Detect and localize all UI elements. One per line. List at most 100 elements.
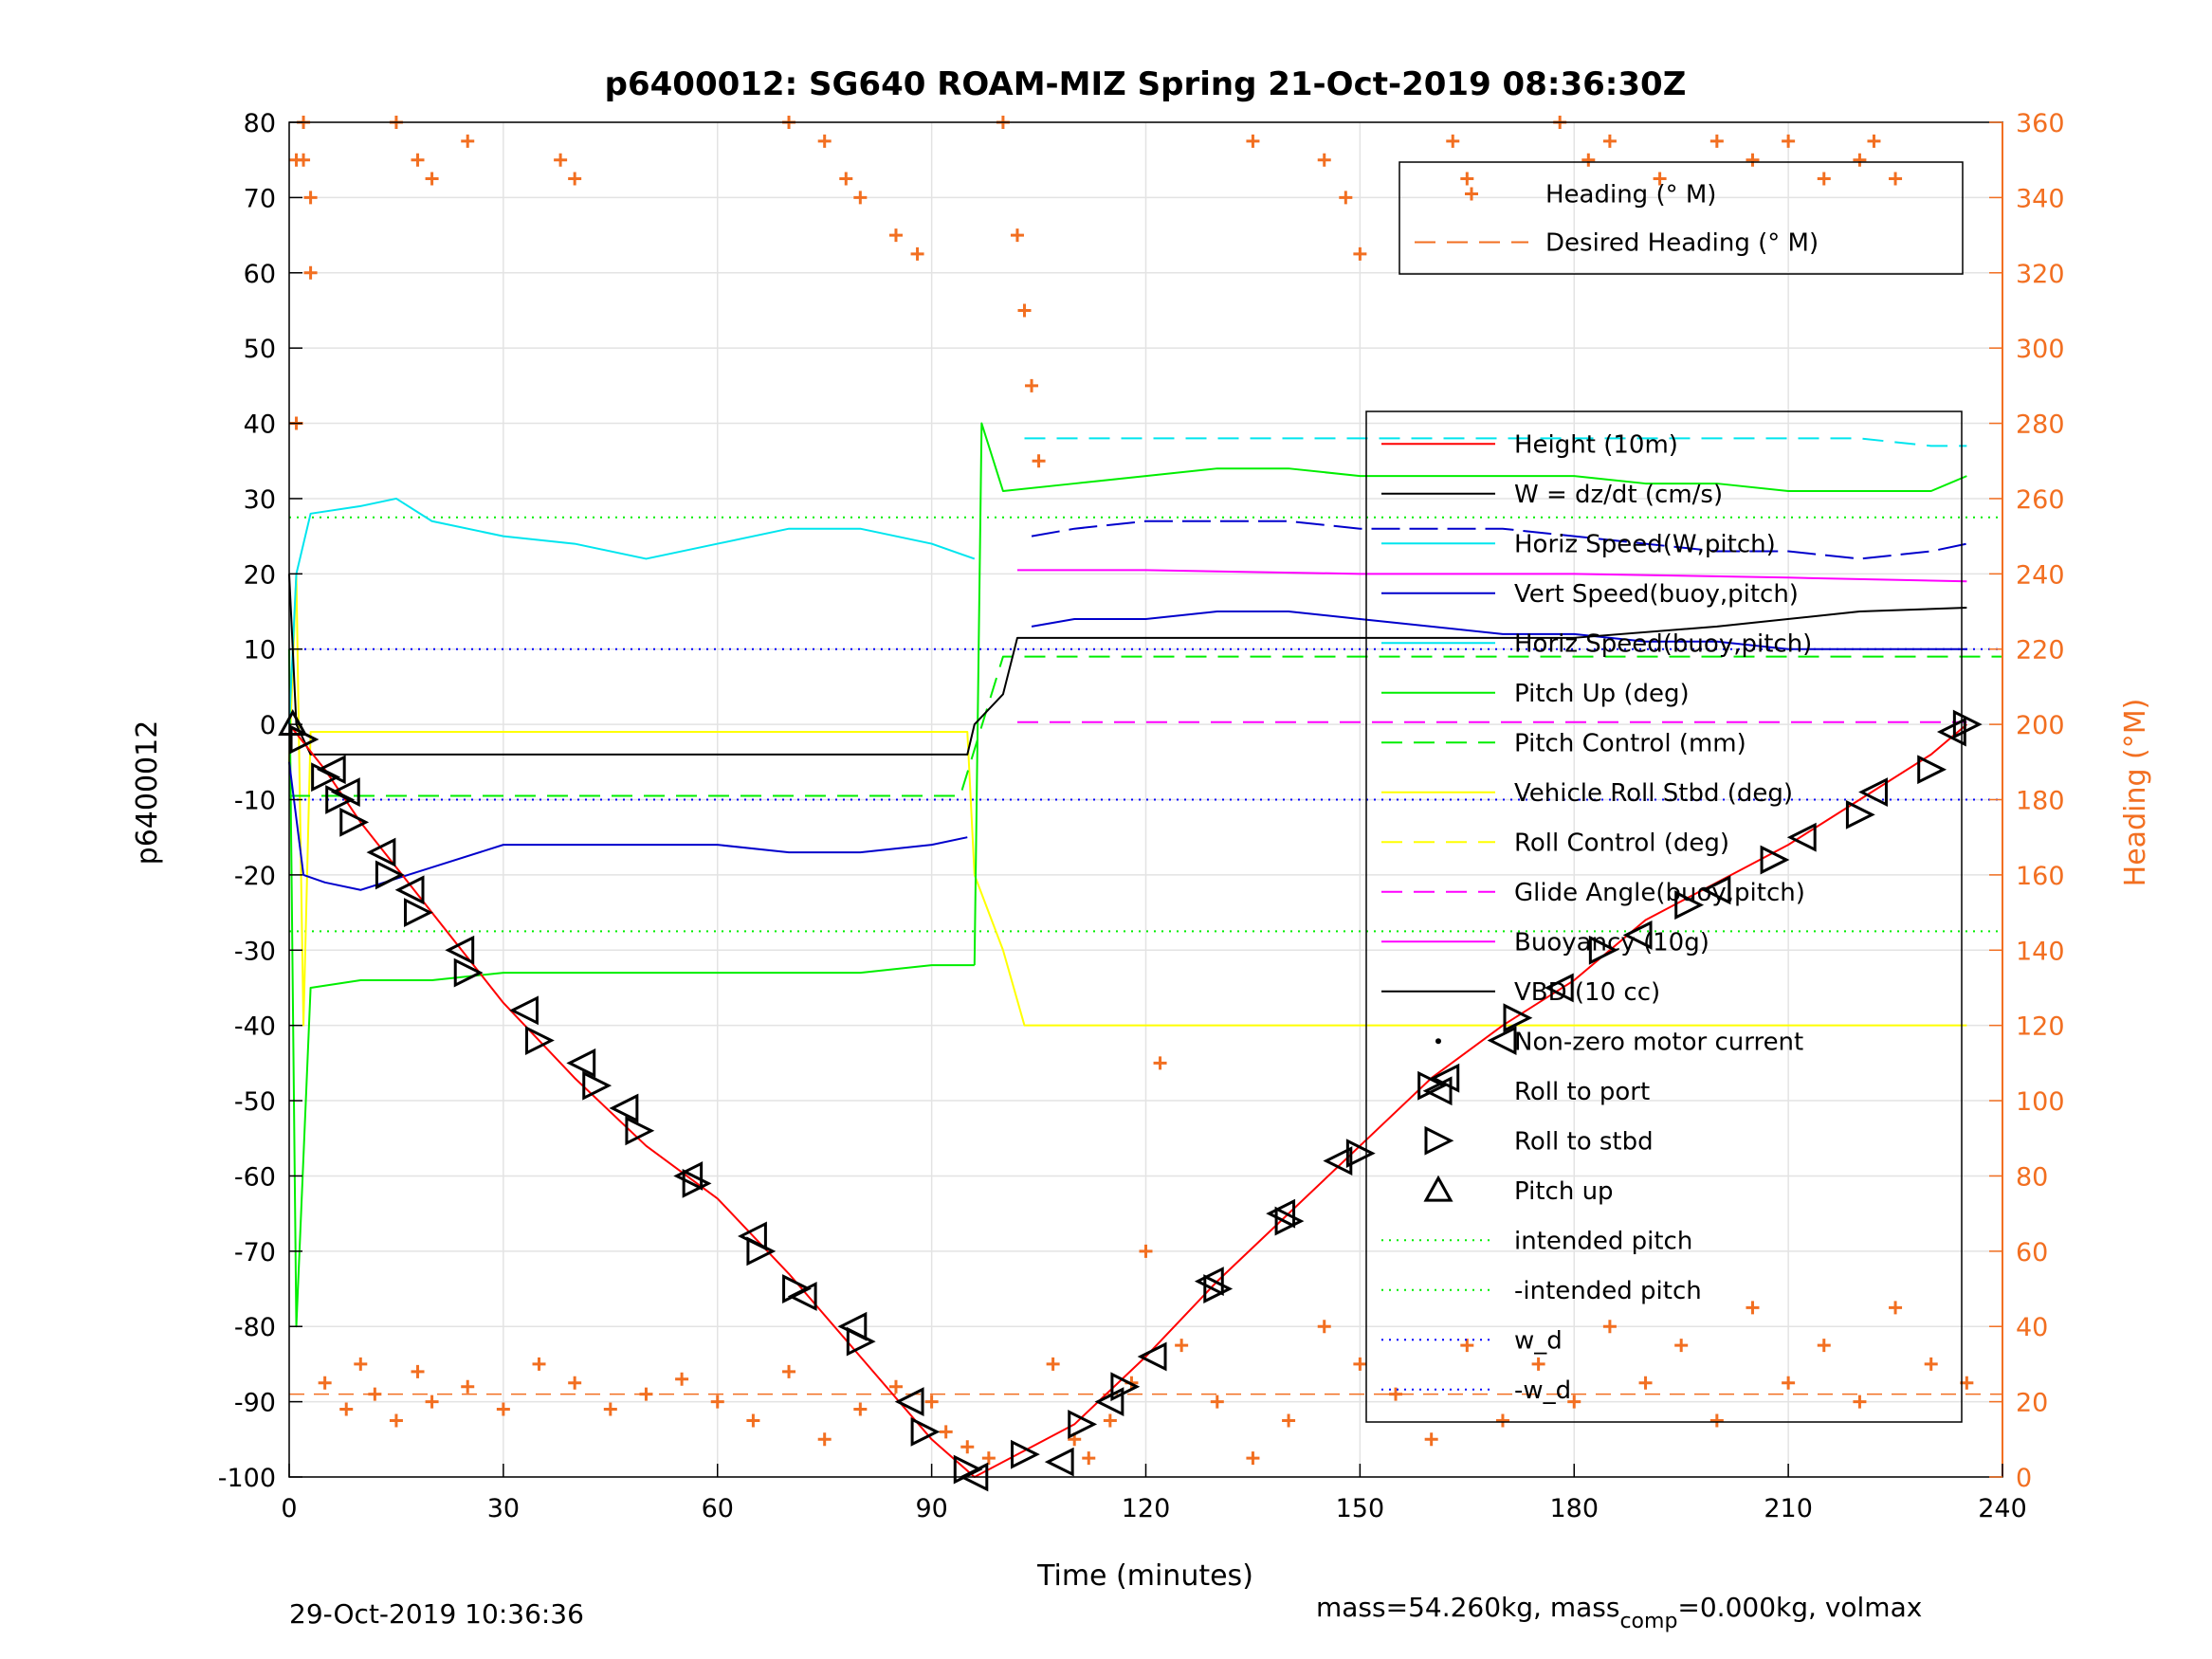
vert-speed-buoy-series	[288, 761, 968, 891]
heading-point	[461, 1379, 475, 1394]
legend-label: Desired Heading (° M)	[1545, 229, 1819, 258]
roll-to-stbd-marker	[1011, 1439, 1040, 1469]
horiz-speed-w-series	[288, 497, 976, 725]
roll-to-stbd-marker	[525, 1026, 555, 1055]
roll-to-port-marker	[1936, 717, 1966, 747]
heading-point	[1817, 1339, 1831, 1353]
heading-point	[425, 172, 439, 186]
pitch-up-marker	[278, 709, 308, 737]
heading-point	[1889, 1301, 1903, 1315]
roll-to-port-marker	[394, 875, 425, 905]
y-right-tick-label: 60	[2016, 1238, 2048, 1267]
roll-to-stbd-marker	[1674, 890, 1705, 921]
legend-label: Roll to stbd	[1514, 1127, 1654, 1156]
y-axis-label-left: p6400012	[131, 720, 164, 866]
roll-to-stbd-marker	[1110, 1372, 1141, 1402]
roll-to-port-marker	[1487, 1026, 1517, 1055]
roll-to-port-marker	[787, 1282, 817, 1311]
heading-point	[1139, 1244, 1153, 1258]
heading-point	[411, 1364, 425, 1378]
roll-to-stbd-marker	[1068, 1410, 1098, 1439]
legend-box	[1398, 161, 1964, 275]
roll-to-stbd-marker	[1203, 1274, 1234, 1304]
y-left-tick-label: -60	[234, 1162, 276, 1192]
y-left-tick-label: 60	[244, 260, 276, 289]
roll-to-port-marker	[738, 1221, 767, 1251]
roll-to-port-marker	[1323, 1146, 1353, 1176]
y-right-tick-label: 360	[2016, 109, 2065, 138]
footer-mass-part2: =0.000kg, volmax	[1677, 1592, 1922, 1623]
axes: 0 30 60 90 120 150 180 210 24080706050403020100-…	[218, 109, 2065, 1523]
roll-to-port-marker	[445, 935, 475, 965]
y-left-tick-label: 30	[244, 485, 276, 515]
heading-point	[1581, 153, 1596, 167]
y-left-tick-label: 70	[244, 184, 276, 213]
heading-point	[532, 1357, 546, 1371]
y-right-tick-label: 220	[2016, 636, 2065, 665]
legend-label: VBD (10 cc)	[1514, 978, 1660, 1007]
x-axis-label: Time (minutes)	[1036, 1559, 1253, 1593]
roll-to-port-marker	[1858, 777, 1888, 807]
y-right-tick-label: 340	[2016, 184, 2065, 213]
horiz-speed-w-ascent-series	[1024, 437, 1967, 447]
heading-point	[960, 1440, 975, 1454]
roll-to-port-marker	[330, 777, 360, 807]
heading-point	[1531, 1357, 1545, 1371]
legend-label: Roll to port	[1514, 1078, 1650, 1106]
y-left-tick-label: 0	[260, 711, 276, 740]
heading-point	[924, 1395, 939, 1409]
roll-to-stbd-marker	[582, 1070, 612, 1101]
roll-to-port-marker	[1430, 1063, 1460, 1093]
y-right-tick-label: 20	[2016, 1389, 2048, 1418]
y-right-tick-label: 300	[2016, 335, 2065, 364]
y-right-tick-label: 100	[2016, 1087, 2065, 1117]
heading-point	[710, 1395, 724, 1409]
y-left-tick-label: 10	[244, 636, 276, 665]
roll-to-port-marker	[1194, 1267, 1224, 1297]
heading-point	[1709, 1413, 1724, 1428]
heading-point	[981, 1451, 996, 1466]
heading-point	[939, 1425, 953, 1439]
heading-point	[461, 134, 475, 148]
heading-point	[1353, 1357, 1367, 1371]
y-left-tick-label: -100	[218, 1464, 276, 1493]
footer-date: 29-Oct-2019 10:36:36	[289, 1598, 584, 1630]
legend-box	[1365, 410, 1963, 1423]
roll-to-port-marker	[509, 995, 539, 1026]
roll-to-port-marker	[1044, 1447, 1074, 1477]
roll-to-port-marker	[1622, 920, 1653, 950]
heading-point	[746, 1413, 760, 1428]
heading-point	[1153, 1056, 1167, 1070]
footer-mass: mass=54.260kg, masscomp=0.000kg, volmax	[1316, 1592, 1922, 1633]
roll-to-stbd-marker	[404, 898, 433, 928]
heading-point	[888, 1379, 903, 1394]
y-left-tick-label: 40	[244, 410, 276, 440]
y-right-tick-label: 40	[2016, 1313, 2048, 1342]
heading-point	[888, 228, 903, 243]
legend-label: Pitch Up (deg)	[1514, 680, 1690, 708]
legend-label: Pitch Control (mm)	[1514, 729, 1746, 757]
roll-to-port-marker	[1701, 875, 1731, 905]
heading-point	[1046, 1357, 1060, 1371]
roll-to-port-marker	[673, 1161, 704, 1191]
roll-to-stbd-marker	[339, 807, 370, 837]
heading-point	[368, 1387, 382, 1401]
roll-to-stbd-marker	[1274, 1206, 1305, 1236]
legend-swatch	[1465, 187, 1478, 201]
legend-label: intended pitch	[1514, 1227, 1692, 1255]
y-axis-label-right: Heading (°M)	[2119, 699, 2152, 887]
y-right-tick-label: 160	[2016, 862, 2065, 891]
legend-swatch	[1435, 1038, 1441, 1045]
roll-to-port-marker	[1266, 1198, 1296, 1229]
x-tick-label: 180	[1549, 1494, 1599, 1523]
legend-label: Buoyancy (10g)	[1514, 928, 1709, 957]
heading-point	[1653, 172, 1667, 186]
y-right-tick-label: 180	[2016, 787, 2065, 816]
heading-point	[568, 172, 582, 186]
y-right-tick-label: 140	[2016, 937, 2065, 966]
heading-point	[782, 1364, 796, 1378]
heading-point	[318, 1376, 332, 1390]
heading-point	[1032, 454, 1046, 468]
legend-label: Horiz Speed(W,pitch)	[1514, 530, 1776, 558]
roll-to-port-marker	[1137, 1341, 1167, 1372]
